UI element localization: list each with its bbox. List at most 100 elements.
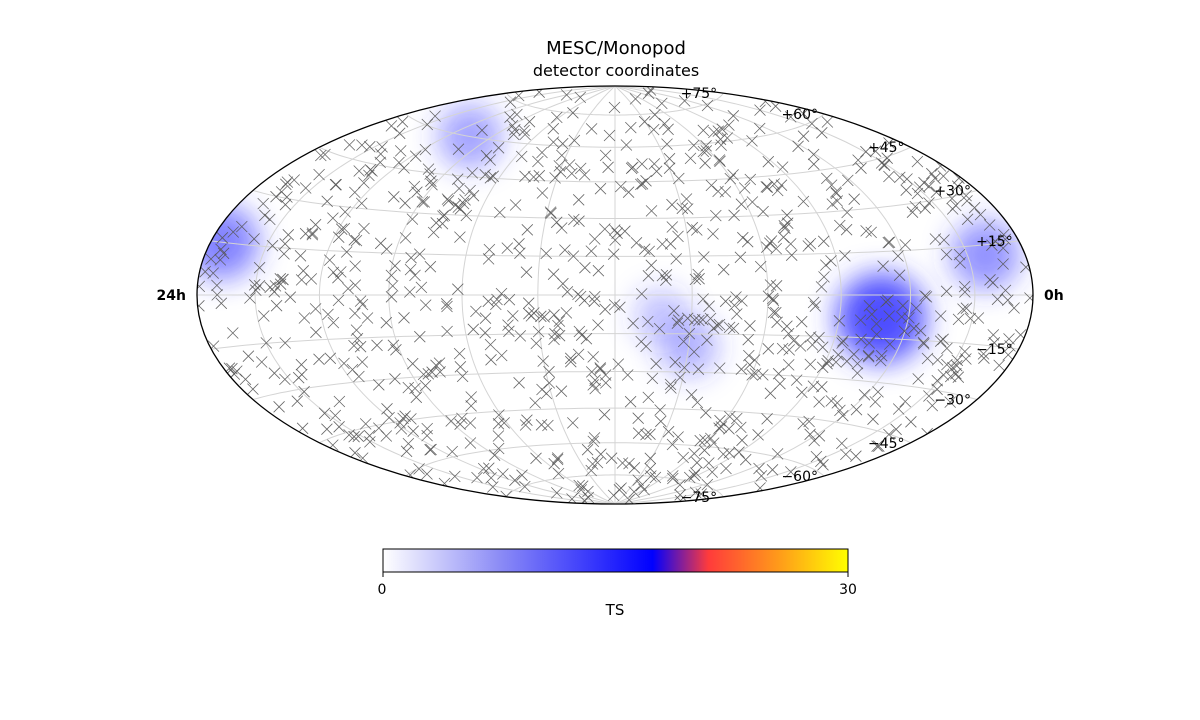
event-marker — [733, 446, 745, 458]
event-marker — [611, 227, 623, 239]
event-marker — [672, 314, 685, 326]
event-marker — [905, 416, 917, 428]
event-marker — [632, 412, 644, 424]
event-marker — [484, 172, 497, 184]
event-marker — [627, 161, 639, 174]
event-marker — [727, 110, 740, 122]
event-marker — [680, 193, 693, 205]
event-marker — [802, 240, 815, 252]
event-marker — [645, 259, 658, 272]
event-marker — [578, 494, 591, 504]
event-marker — [479, 327, 491, 339]
event-marker — [349, 186, 361, 199]
event-marker — [504, 96, 517, 108]
dec-tick-label: −45° — [868, 436, 905, 452]
event-marker — [668, 305, 680, 317]
event-marker — [585, 245, 598, 257]
colorbar-max-label: 30 — [839, 582, 857, 598]
event-marker — [498, 417, 510, 429]
event-marker — [697, 124, 710, 137]
event-marker — [291, 395, 304, 407]
event-marker — [697, 293, 709, 305]
dec-tick-label: −60° — [781, 469, 818, 485]
event-marker — [678, 95, 691, 107]
event-marker — [713, 154, 726, 166]
event-marker — [607, 248, 620, 260]
event-marker — [313, 353, 325, 366]
event-marker — [476, 124, 488, 137]
event-marker — [298, 312, 311, 324]
event-marker — [658, 117, 671, 130]
event-marker — [947, 361, 959, 374]
event-marker — [513, 238, 525, 250]
ra-gridline — [461, 86, 616, 504]
ra-gridline — [388, 86, 616, 504]
event-marker — [600, 377, 612, 389]
event-marker — [727, 322, 740, 335]
event-marker — [588, 432, 601, 444]
event-marker — [804, 358, 817, 371]
event-marker — [912, 373, 924, 385]
event-marker — [449, 470, 461, 483]
event-marker — [467, 189, 480, 202]
event-marker — [270, 190, 282, 203]
event-marker — [677, 335, 690, 348]
event-marker — [666, 221, 679, 233]
ts-hotspot — [634, 288, 689, 343]
event-marker — [205, 253, 217, 265]
event-marker — [324, 352, 337, 365]
event-marker — [731, 308, 743, 320]
event-marker — [665, 382, 677, 394]
event-marker — [343, 429, 355, 441]
event-marker — [850, 450, 862, 462]
event-marker — [621, 369, 634, 381]
event-marker — [638, 243, 651, 255]
event-marker — [669, 356, 681, 368]
event-marker — [572, 288, 584, 301]
event-marker — [258, 310, 270, 322]
event-marker — [380, 316, 393, 329]
event-marker — [342, 282, 354, 295]
event-marker — [553, 315, 566, 327]
event-marker — [419, 143, 432, 156]
event-marker — [816, 361, 829, 374]
event-marker — [735, 363, 748, 375]
event-marker — [950, 199, 962, 212]
event-marker — [714, 414, 726, 427]
event-marker — [721, 132, 734, 144]
event-marker — [762, 155, 775, 168]
event-marker — [305, 273, 318, 285]
event-marker — [253, 261, 266, 274]
event-marker — [746, 135, 758, 147]
event-marker — [445, 415, 457, 427]
event-marker — [997, 258, 1009, 270]
event-marker — [874, 354, 887, 367]
event-marker — [602, 161, 614, 174]
event-marker — [536, 187, 549, 199]
event-marker — [385, 291, 398, 303]
event-marker — [645, 205, 658, 217]
event-marker — [373, 422, 385, 434]
event-marker — [666, 198, 678, 211]
event-marker — [406, 213, 419, 225]
event-marker — [899, 395, 911, 408]
event-marker — [528, 307, 540, 319]
event-marker — [899, 239, 912, 251]
event-marker — [537, 355, 549, 367]
event-marker — [771, 316, 783, 329]
event-marker — [713, 318, 726, 331]
event-marker — [785, 249, 798, 261]
event-marker — [851, 367, 864, 379]
event-marker — [530, 452, 542, 465]
event-marker — [833, 315, 846, 327]
event-marker — [937, 369, 950, 381]
event-marker — [875, 157, 888, 169]
event-marker — [563, 159, 576, 171]
event-marker — [792, 140, 804, 153]
event-marker — [454, 418, 466, 430]
event-marker — [521, 224, 534, 236]
event-marker — [854, 314, 867, 326]
event-marker — [940, 285, 953, 298]
event-marker — [388, 191, 400, 203]
event-marker — [321, 423, 333, 435]
